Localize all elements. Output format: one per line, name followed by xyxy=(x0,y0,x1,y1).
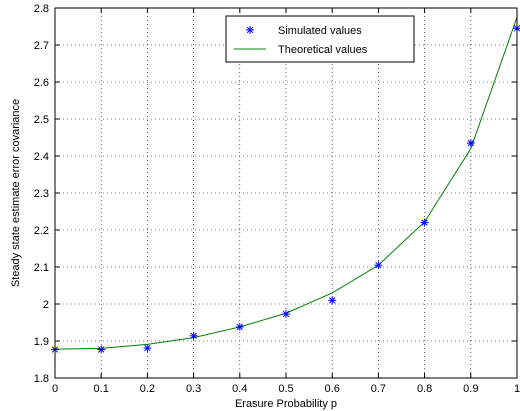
legend-label-simulated: Simulated values xyxy=(278,25,362,37)
data-point-simulated xyxy=(466,139,475,148)
x-tick-label: 0.1 xyxy=(94,383,109,395)
y-tick-label: 2 xyxy=(43,299,49,311)
grid xyxy=(55,8,517,378)
data-point-simulated xyxy=(189,331,198,340)
data-point-simulated xyxy=(143,344,152,353)
y-tick-label: 1.8 xyxy=(34,373,49,385)
y-tick-label: 2.2 xyxy=(34,225,49,237)
x-tick-label: 0.6 xyxy=(325,383,340,395)
y-tick-label: 2.1 xyxy=(34,262,49,274)
x-tick-label: 0 xyxy=(52,383,58,395)
y-tick-label: 2.6 xyxy=(34,77,49,89)
legend-marker-simulated xyxy=(246,26,254,34)
legend-box xyxy=(225,15,415,63)
x-axis-label: Erasure Probability p xyxy=(235,398,337,410)
legend: Simulated values Theoretical values xyxy=(225,15,415,63)
data-point-simulated xyxy=(97,345,106,354)
x-tick-label: 0.4 xyxy=(232,383,247,395)
y-tick-label: 1.9 xyxy=(34,336,49,348)
y-tick-labels: 1.8 1.9 2 2.1 2.2 2.3 2.4 2.5 2.6 2.7 2.8 xyxy=(34,3,49,385)
y-tick-label: 2.8 xyxy=(34,3,49,15)
y-tick-label: 2.3 xyxy=(34,188,49,200)
y-tick-label: 2.5 xyxy=(34,114,49,126)
series-layer xyxy=(51,17,520,354)
ticks xyxy=(54,7,518,379)
x-tick-label: 1 xyxy=(514,383,520,395)
x-tick-label: 0.8 xyxy=(417,383,432,395)
legend-label-theoretical: Theoretical values xyxy=(278,44,368,56)
x-tick-label: 0.3 xyxy=(186,383,201,395)
x-tick-label: 0.9 xyxy=(463,383,478,395)
data-point-simulated xyxy=(328,296,337,305)
y-tick-label: 2.4 xyxy=(34,151,49,163)
data-point-simulated xyxy=(374,261,383,270)
data-point-simulated xyxy=(420,218,429,227)
x-tick-label: 0.2 xyxy=(140,383,155,395)
y-axis-label: Steady state estimate error covariance xyxy=(10,99,22,287)
data-point-simulated xyxy=(282,309,290,318)
data-point-simulated xyxy=(235,322,244,331)
x-tick-labels: 0 0.1 0.2 0.3 0.4 0.5 0.6 0.7 0.8 0.9 1 xyxy=(52,383,520,395)
x-tick-label: 0.5 xyxy=(278,383,293,395)
y-tick-label: 2.7 xyxy=(34,40,49,52)
x-tick-label: 0.7 xyxy=(371,383,386,395)
legend-marker-asterisk xyxy=(246,26,254,34)
